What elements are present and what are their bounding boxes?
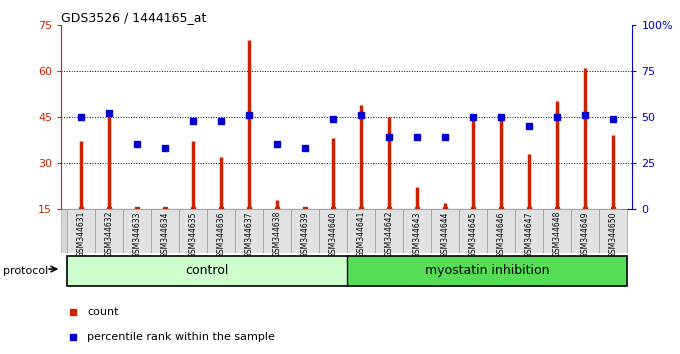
FancyBboxPatch shape — [543, 209, 571, 253]
Text: GSM344647: GSM344647 — [524, 211, 533, 258]
Text: GSM344634: GSM344634 — [160, 211, 169, 258]
Text: GDS3526 / 1444165_at: GDS3526 / 1444165_at — [61, 11, 207, 24]
Text: GSM344632: GSM344632 — [104, 211, 114, 257]
FancyBboxPatch shape — [151, 209, 179, 253]
Text: GSM344650: GSM344650 — [609, 211, 617, 258]
Text: GSM344631: GSM344631 — [76, 211, 85, 257]
FancyBboxPatch shape — [235, 209, 262, 253]
FancyBboxPatch shape — [95, 209, 122, 253]
FancyBboxPatch shape — [599, 209, 626, 253]
Text: count: count — [87, 307, 118, 317]
Text: GSM344637: GSM344637 — [244, 211, 253, 258]
Text: protocol: protocol — [3, 266, 49, 276]
Text: GSM344641: GSM344641 — [356, 211, 365, 257]
Text: GSM344648: GSM344648 — [552, 211, 561, 257]
Text: GSM344635: GSM344635 — [188, 211, 197, 258]
FancyBboxPatch shape — [431, 209, 458, 253]
FancyBboxPatch shape — [571, 209, 598, 253]
Bar — [347, 256, 627, 286]
Text: GSM344646: GSM344646 — [496, 211, 505, 258]
Text: GSM344633: GSM344633 — [133, 211, 141, 258]
FancyBboxPatch shape — [263, 209, 290, 253]
FancyBboxPatch shape — [347, 209, 375, 253]
Text: GSM344643: GSM344643 — [412, 211, 422, 258]
FancyBboxPatch shape — [179, 209, 207, 253]
Text: control: control — [185, 264, 228, 277]
FancyBboxPatch shape — [487, 209, 515, 253]
Bar — [67, 256, 347, 286]
Text: GSM344640: GSM344640 — [328, 211, 337, 258]
FancyBboxPatch shape — [375, 209, 403, 253]
FancyBboxPatch shape — [403, 209, 430, 253]
FancyBboxPatch shape — [515, 209, 543, 253]
Text: GSM344642: GSM344642 — [384, 211, 393, 257]
FancyBboxPatch shape — [291, 209, 318, 253]
FancyBboxPatch shape — [319, 209, 347, 253]
Text: GSM344636: GSM344636 — [216, 211, 225, 258]
Text: percentile rank within the sample: percentile rank within the sample — [87, 332, 275, 342]
Text: myostatin inhibition: myostatin inhibition — [424, 264, 549, 277]
Text: GSM344644: GSM344644 — [441, 211, 449, 258]
FancyBboxPatch shape — [459, 209, 486, 253]
FancyBboxPatch shape — [67, 209, 95, 253]
Text: GSM344638: GSM344638 — [272, 211, 282, 257]
Text: GSM344639: GSM344639 — [301, 211, 309, 258]
Text: GSM344649: GSM344649 — [580, 211, 590, 258]
Text: GSM344645: GSM344645 — [469, 211, 477, 258]
FancyBboxPatch shape — [207, 209, 235, 253]
FancyBboxPatch shape — [123, 209, 150, 253]
